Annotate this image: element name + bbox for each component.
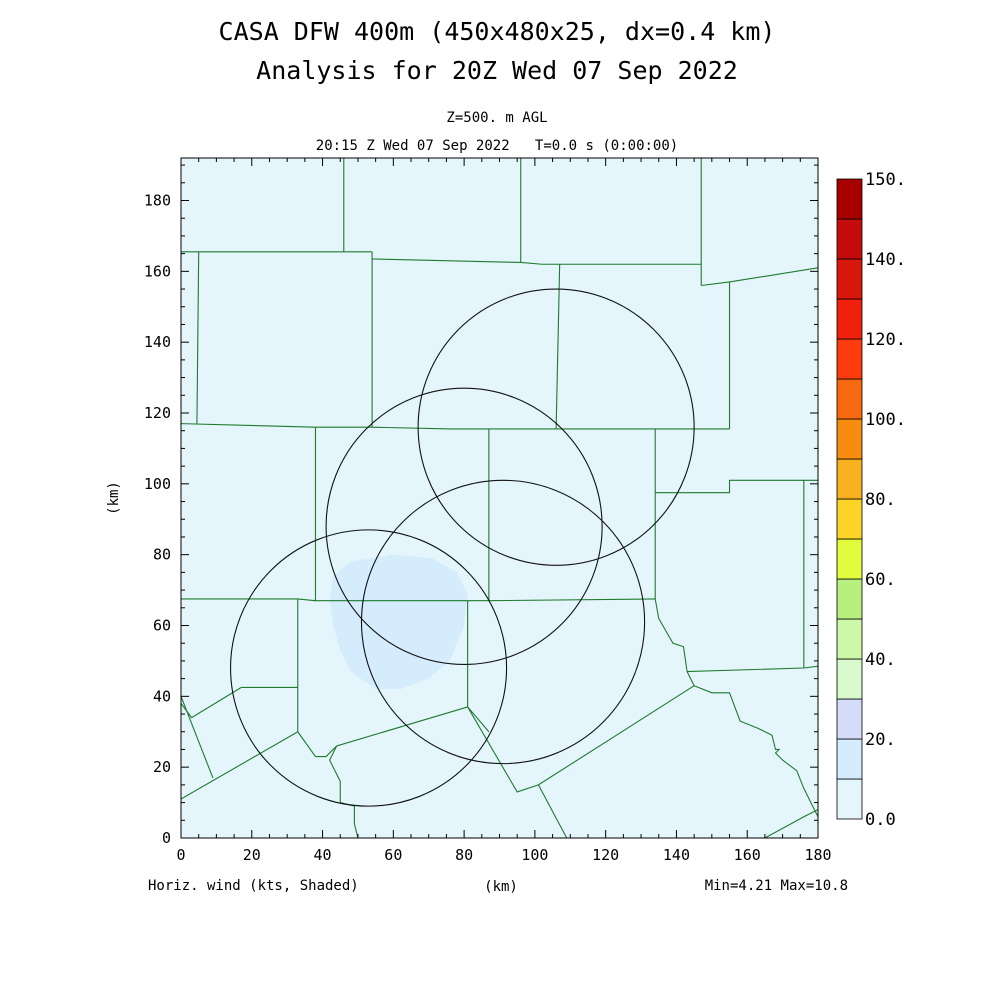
county-boundary-22 [297, 731, 338, 758]
colorbar-segment-3 [836, 658, 863, 700]
county-boundary-13 [488, 598, 656, 602]
x-tick-label-100: 100 [521, 846, 548, 864]
colorbar: 0.0 20. 40. 60. 80. 100. 120. 140. 150. [836, 170, 906, 830]
county-boundary-15 [655, 479, 818, 494]
y-tick-label-80: 80 [153, 546, 171, 564]
radar-range-ring-3 [417, 288, 695, 566]
county-boundary-21 [181, 731, 299, 800]
chart-title-line2: Analysis for 20Z Wed 07 Sep 2022 [256, 56, 738, 85]
x-tick-label-80: 80 [455, 846, 473, 864]
colorbar-segment-8 [836, 458, 863, 500]
x-tick-label-60: 60 [384, 846, 402, 864]
colorbar-label-1: 20. [865, 730, 896, 750]
axis-ticks: 0 20 40 60 80 100 120 140 160 180 0 20 40 60 80 100 120 1… [144, 158, 832, 864]
colorbar-segment-11 [836, 338, 863, 380]
plot-area [180, 157, 819, 839]
colorbar-segment-1 [836, 738, 863, 780]
colorbar-segment-7 [836, 498, 863, 540]
county-boundary-31 [764, 809, 818, 838]
county-boundary-25 [467, 685, 695, 793]
radar-range-ring-1 [229, 529, 508, 807]
x-tick-label-40: 40 [314, 846, 332, 864]
chart-title-line1: CASA DFW 400m (450x480x25, dx=0.4 km) [219, 17, 776, 46]
county-boundary-11 [181, 427, 317, 602]
radar-range-ring-2 [325, 387, 603, 666]
colorbar-segment-14 [836, 218, 863, 260]
valid-time-label: 20:15 Z Wed 07 Sep 2022 T=0.0 s (0:00:00… [316, 138, 678, 154]
y-axis-label: (km) [106, 481, 122, 515]
colorbar-label-3: 60. [865, 570, 896, 590]
x-tick-label-160: 160 [734, 846, 761, 864]
colorbar-segment-13 [836, 258, 863, 300]
county-boundary-29 [537, 784, 568, 838]
y-tick-label-40: 40 [153, 687, 171, 705]
y-tick-label-20: 20 [153, 758, 171, 776]
x-tick-label-180: 180 [804, 846, 831, 864]
wind-shaded-region [329, 554, 468, 690]
colorbar-label-0: 0.0 [865, 810, 896, 830]
county-boundary-1 [343, 158, 373, 253]
colorbar-segment-12 [836, 298, 863, 340]
plot-content [181, 158, 818, 838]
colorbar-segment-4 [836, 618, 863, 660]
y-tick-label-180: 180 [144, 192, 171, 210]
y-tick-label-0: 0 [162, 829, 171, 847]
x-tick-label-120: 120 [592, 846, 619, 864]
y-tick-label-140: 140 [144, 333, 171, 351]
colorbar-label-2: 40. [865, 650, 896, 670]
colorbar-segment-6 [836, 538, 863, 580]
colorbar-label-7: 140. [865, 250, 906, 270]
y-tick-label-120: 120 [144, 404, 171, 422]
county-boundary-20 [181, 687, 242, 719]
x-tick-label-0: 0 [176, 846, 185, 864]
y-tick-label-100: 100 [144, 475, 171, 493]
y-tick-label-60: 60 [153, 617, 171, 635]
radar-range-ring-4 [360, 479, 646, 765]
county-boundary-17 [654, 598, 818, 673]
colorbar-segment-5 [836, 578, 863, 620]
county-boundary-30 [693, 685, 818, 817]
colorbar-segment-15 [836, 178, 863, 220]
colorbar-segment-10 [836, 378, 863, 420]
county-boundary-7 [196, 251, 200, 424]
colorbar-label-5: 100. [865, 410, 906, 430]
county-boundary-26 [686, 671, 695, 686]
county-boundary-2 [371, 251, 702, 265]
colorbar-segment-2 [836, 698, 863, 740]
colorbar-label-8: 150. [865, 170, 906, 190]
min-max-label: Min=4.21 Max=10.8 [705, 878, 848, 894]
plot-background-0-10-kts [181, 158, 818, 838]
level-label: Z=500. m AGL [446, 110, 547, 126]
colorbar-segment-0 [836, 778, 863, 820]
x-tick-label-140: 140 [663, 846, 690, 864]
county-boundary-23 [336, 706, 468, 747]
x-axis-label: (km) [484, 879, 518, 895]
county-boundary-10 [555, 264, 561, 429]
y-tick-label-160: 160 [144, 262, 171, 280]
x-tick-label-20: 20 [243, 846, 261, 864]
county-boundary-28 [329, 745, 359, 838]
colorbar-label-4: 80. [865, 490, 896, 510]
colorbar-label-6: 120. [865, 330, 906, 350]
county-boundary-27 [181, 696, 214, 778]
colorbar-segment-9 [836, 418, 863, 460]
field-label: Horiz. wind (kts, Shaded) [148, 878, 359, 894]
